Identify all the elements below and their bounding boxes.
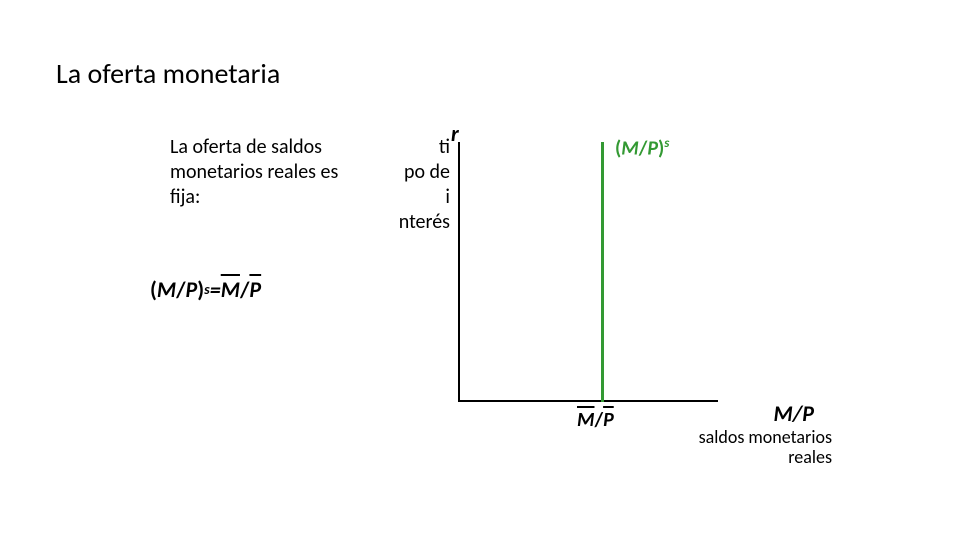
equation-text: (M/P)s = M/P [150,276,261,303]
x-axis-title: M/P [774,400,815,427]
page-title: La oferta monetaria [56,56,280,91]
equation: (M/P)s = M/P [150,268,261,310]
x-tick-label: M/P [577,408,614,432]
money-supply-line [601,142,604,402]
money-supply-label: (M/P)s [615,136,669,161]
x-axis-description: saldos monetarios reales [692,428,832,468]
y-axis [458,142,460,402]
chart-area: (M/P)s M/P M/P saldos monetarios reales [458,142,718,402]
description-text: La oferta de saldos monetarios reales es… [170,135,350,210]
x-axis [458,400,718,402]
slide: La oferta monetaria La oferta de saldos … [0,0,960,540]
y-axis-description: ti po de i nterés [360,135,450,235]
